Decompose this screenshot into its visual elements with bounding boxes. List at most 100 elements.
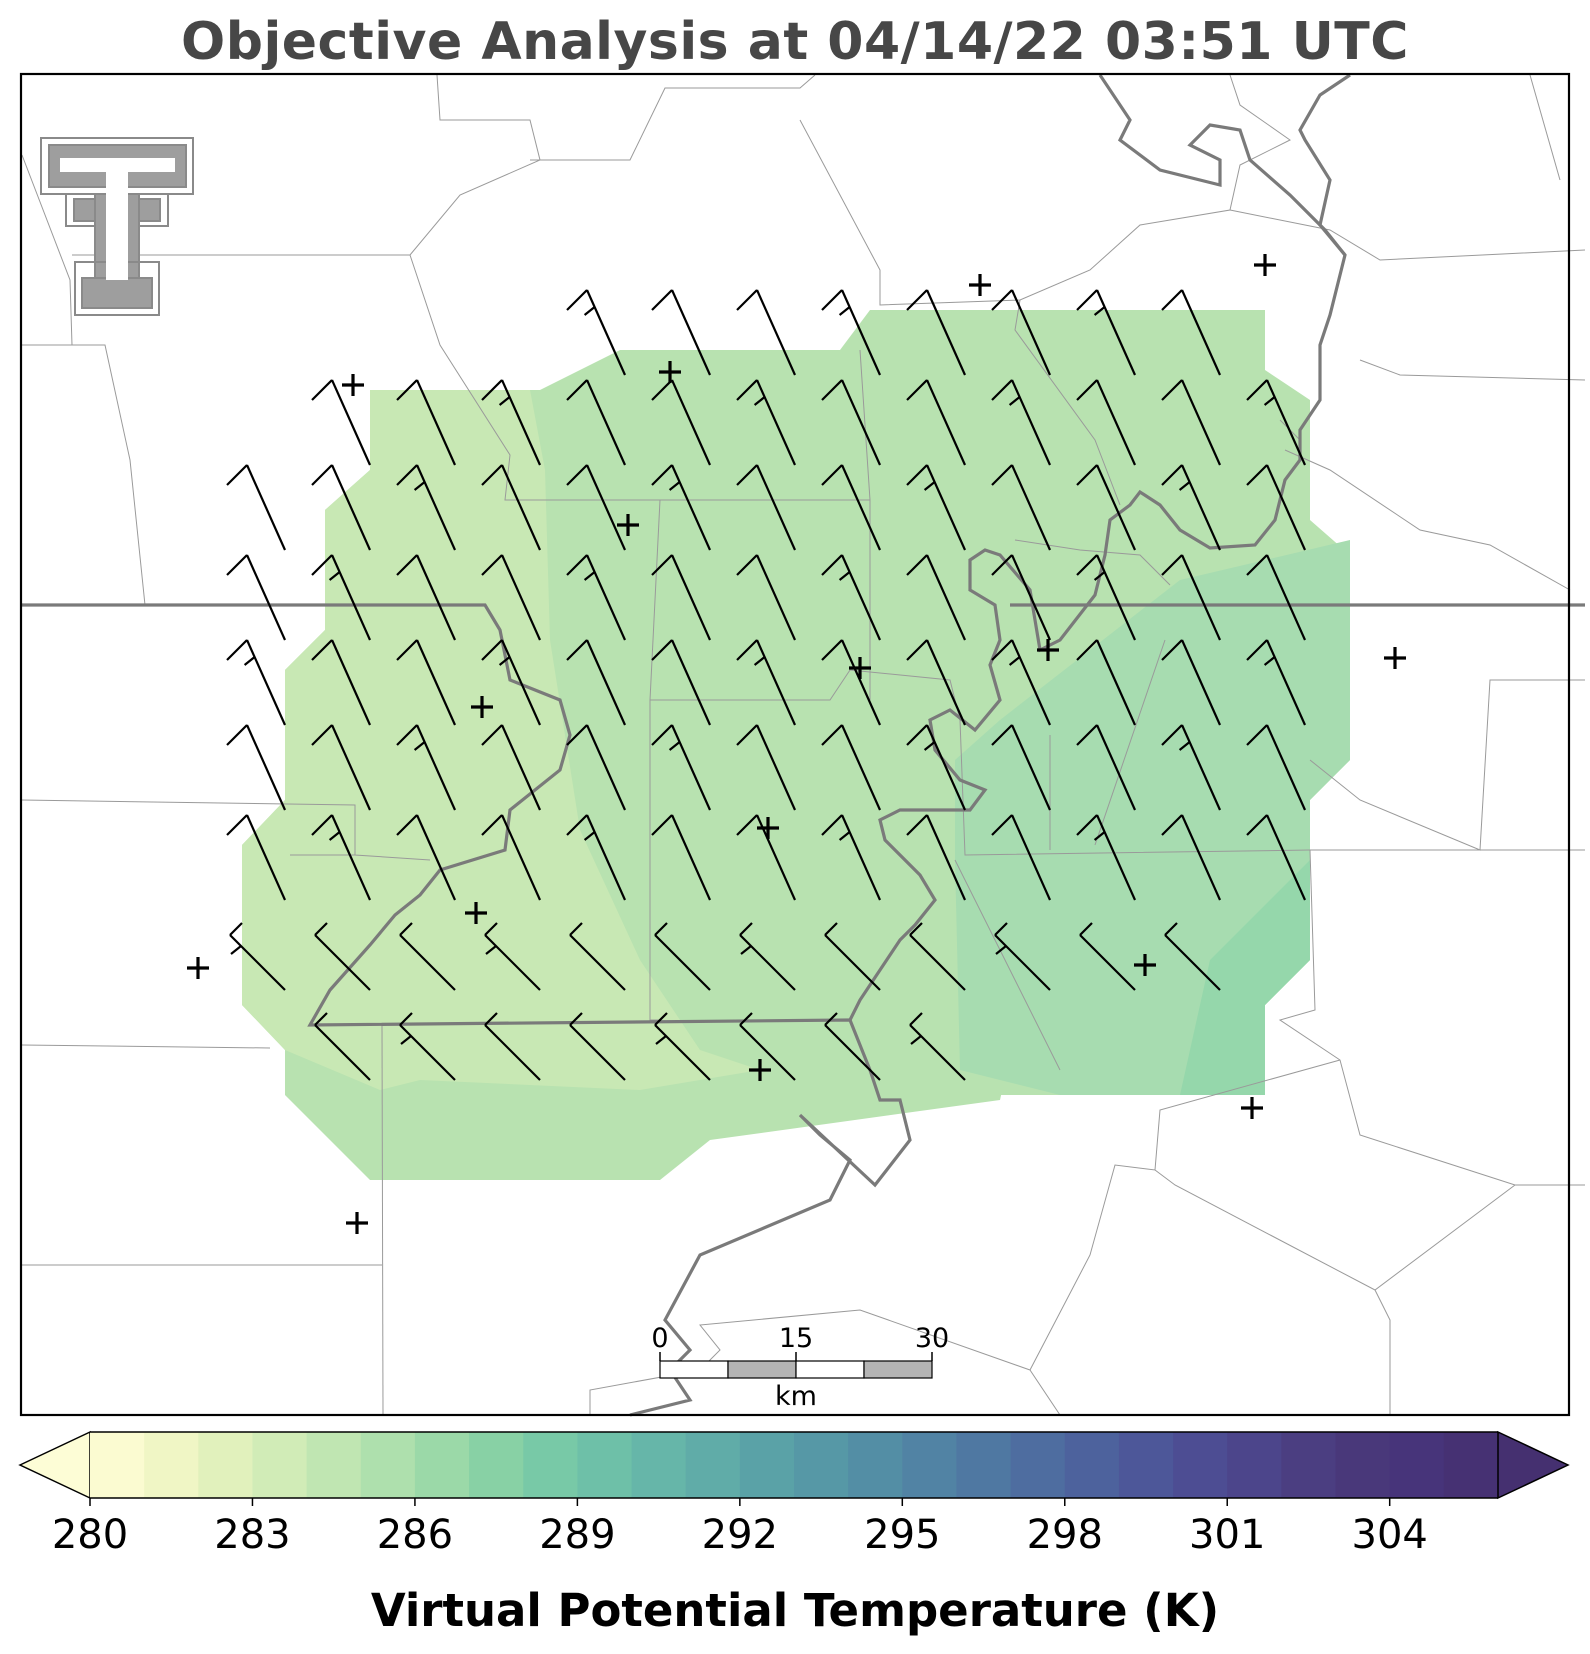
wind-barb: [226, 464, 287, 551]
wind-barb: [1076, 724, 1137, 811]
wind-barb: [396, 554, 457, 641]
wind-barb: [651, 379, 712, 466]
colorbar-tick-label: 301: [1189, 1512, 1265, 1558]
wind-barb: [821, 724, 882, 811]
colorbar-cell: [902, 1432, 957, 1498]
wind-barb: [484, 1012, 541, 1081]
wind-barb: [651, 639, 712, 726]
wind-barb: [566, 289, 627, 376]
colorbar-cells: [18, 1430, 1570, 1500]
wind-barb: [226, 554, 287, 641]
wind-barb: [481, 814, 542, 901]
wind-barb: [226, 814, 287, 901]
wind-barb: [821, 639, 882, 726]
station-marker: [757, 817, 779, 839]
logo-group: [40, 137, 194, 316]
wind-barb: [1246, 639, 1307, 726]
wind-barb: [1161, 639, 1222, 726]
station-marker: [849, 657, 871, 679]
colorbar-cell: [1064, 1432, 1120, 1498]
scale-segment-4: [863, 1360, 933, 1379]
wind-barb: [1076, 464, 1137, 551]
station-marker: [969, 274, 991, 296]
wind-barb: [399, 1012, 456, 1081]
colorbar-cell: [1227, 1432, 1282, 1498]
map-title: Objective Analysis at 04/14/22 03:51 UTC: [181, 12, 1409, 72]
wind-barb: [1164, 922, 1221, 991]
station-marker: [1037, 639, 1059, 661]
wind-barb: [481, 554, 542, 641]
wind-barb: [906, 724, 967, 811]
wind-barb: [566, 639, 627, 726]
colorbar-extend-low: [18, 1430, 91, 1500]
wind-barb: [991, 724, 1052, 811]
colorbar-extend-high: [1497, 1430, 1570, 1500]
colorbar-cell: [469, 1432, 524, 1498]
colorbar-cell: [1281, 1432, 1337, 1498]
wind-barb: [909, 1012, 966, 1081]
wind-barb: [1076, 814, 1137, 901]
colorbar-cell: [523, 1432, 578, 1498]
colorbar-tick-label: 304: [1352, 1512, 1428, 1558]
river-border-north: [848, 74, 1347, 1021]
wind-barb: [1161, 289, 1222, 376]
wind-barb: [1161, 379, 1222, 466]
wind-barb: [651, 289, 712, 376]
texas-tech-logo: [40, 137, 194, 316]
analysis-field: [242, 310, 1350, 1180]
wind-barb: [821, 814, 882, 901]
wind-barb: [906, 379, 967, 466]
wind-barb: [396, 379, 457, 466]
wind-barb: [824, 1012, 881, 1081]
scale-segment-2: [727, 1360, 797, 1379]
wind-barb: [906, 814, 967, 901]
wind-barb: [1076, 289, 1137, 376]
station-marker: [1254, 254, 1276, 276]
wind-barb: [1246, 814, 1307, 901]
wind-barb: [481, 724, 542, 811]
colorbar-label: Virtual Potential Temperature (K): [370, 1584, 1220, 1637]
wind-barb: [739, 922, 796, 991]
station-marker: [617, 514, 639, 536]
colorbar-cell: [414, 1432, 470, 1498]
station-marker: [342, 374, 364, 396]
wind-barb: [1076, 639, 1137, 726]
wind-barb: [229, 922, 286, 991]
state-borders: [22, 73, 1585, 1417]
wind-barb: [314, 922, 371, 991]
wind-barb: [396, 464, 457, 551]
colorbar-tick-label: 286: [377, 1512, 453, 1558]
wind-barb: [736, 464, 797, 551]
wind-barb: [566, 464, 627, 551]
scale-bar: 0 15 30 km: [651, 1323, 949, 1412]
wind-barb: [821, 464, 882, 551]
wind-barb: [994, 922, 1051, 991]
wind-barb: [651, 814, 712, 901]
wind-barb: [736, 639, 797, 726]
colorbar-cell: [198, 1432, 253, 1498]
wind-barb: [566, 379, 627, 466]
station-marker: [749, 1059, 771, 1081]
station-marker: [1134, 954, 1156, 976]
wind-barb: [1246, 379, 1307, 466]
wind-barb: [311, 639, 372, 726]
colorbar-tick-label: 280: [52, 1512, 128, 1558]
colorbar-cell: [1118, 1432, 1174, 1498]
colorbar-cell: [1010, 1432, 1066, 1498]
wind-barb: [654, 922, 711, 991]
wind-barb: [311, 724, 372, 811]
wind-barb: [824, 922, 881, 991]
field-region-warmest: [1180, 860, 1310, 1095]
scale-segment-1: [659, 1360, 729, 1379]
map-panel: 0 15 30 km: [19, 72, 1586, 1417]
wind-barb: [1076, 554, 1137, 641]
wind-barb: [481, 639, 542, 726]
wind-barb: [654, 1012, 711, 1081]
wind-barb: [651, 724, 712, 811]
colorbar-cell: [577, 1432, 633, 1498]
wind-barb: [566, 814, 627, 901]
wind-barb: [226, 639, 287, 726]
scale-label-30: 30: [915, 1323, 949, 1354]
map-frame: [19, 72, 1571, 1417]
wind-barb: [991, 379, 1052, 466]
